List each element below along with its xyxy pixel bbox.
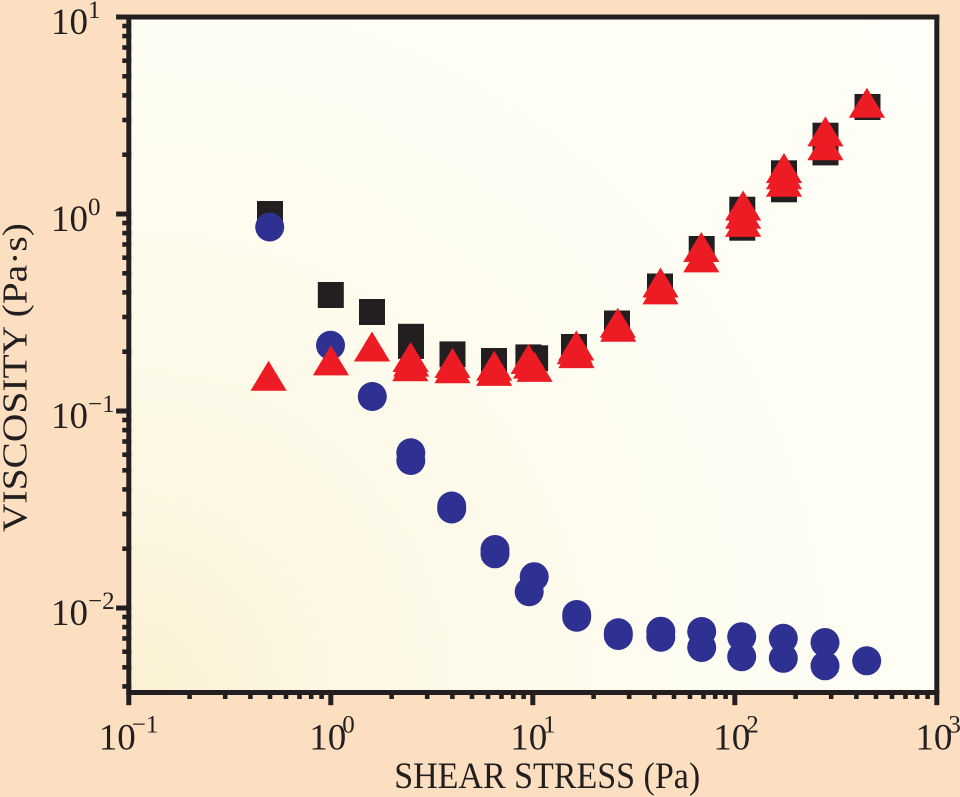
- svg-text:1: 1: [543, 712, 556, 739]
- svg-text:10: 10: [510, 718, 547, 759]
- svg-text:0: 0: [342, 712, 355, 739]
- svg-text:10: 10: [713, 718, 750, 759]
- svg-text:10: 10: [51, 593, 88, 634]
- svg-text:−1: −1: [88, 391, 115, 418]
- svg-text:10: 10: [915, 718, 952, 759]
- svg-text:10: 10: [99, 718, 136, 759]
- svg-text:−1: −1: [132, 712, 159, 739]
- svg-text:1: 1: [88, 0, 101, 24]
- svg-text:2: 2: [746, 712, 759, 739]
- svg-text:−2: −2: [88, 588, 115, 615]
- svg-text:10: 10: [51, 199, 88, 240]
- svg-text:3: 3: [948, 712, 960, 739]
- svg-text:10: 10: [51, 2, 88, 43]
- svg-text:SHEAR STRESS (Pa): SHEAR STRESS (Pa): [394, 756, 700, 797]
- svg-text:0: 0: [88, 194, 101, 221]
- svg-text:10: 10: [51, 396, 88, 437]
- svg-text:10: 10: [309, 718, 346, 759]
- svg-text:VISCOSITY (Pa·s): VISCOSITY (Pa·s): [0, 223, 35, 532]
